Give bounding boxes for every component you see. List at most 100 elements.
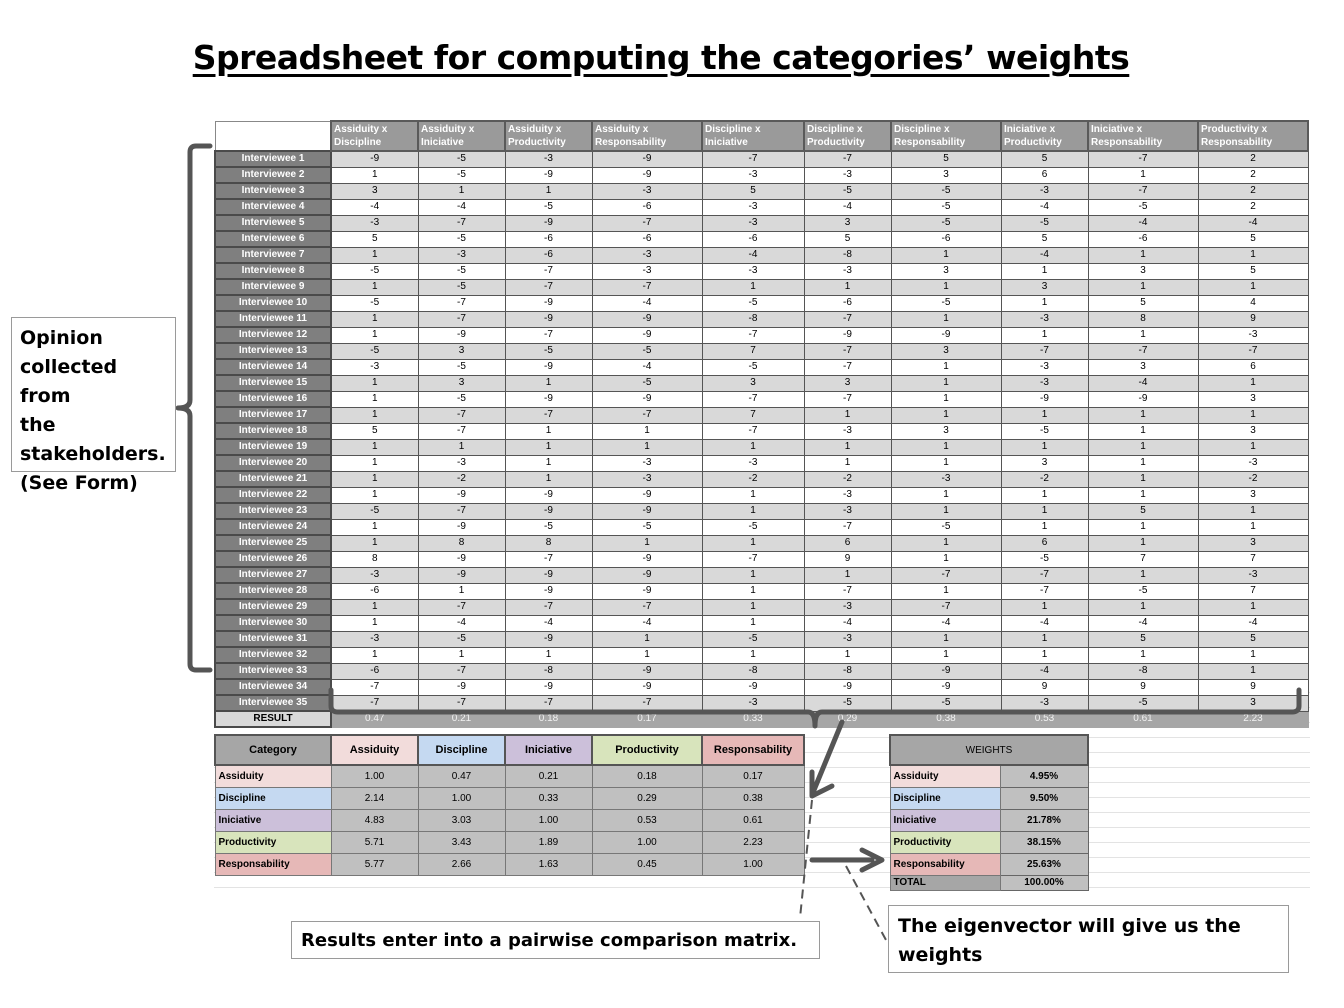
table-cell[interactable]: -7: [504, 694, 593, 712]
table-cell[interactable]: -7: [417, 214, 506, 232]
table-cell[interactable]: 1: [890, 278, 1002, 296]
table-cell[interactable]: 3: [330, 182, 419, 200]
table-cell[interactable]: 3: [1197, 534, 1309, 552]
table-cell[interactable]: 1: [330, 470, 419, 488]
table-cell[interactable]: -3: [1000, 694, 1089, 712]
table-cell[interactable]: 1: [890, 534, 1002, 552]
pairwise-cell[interactable]: 0.29: [591, 786, 703, 810]
table-cell[interactable]: -7: [330, 694, 419, 712]
table-cell[interactable]: -5: [504, 518, 593, 536]
table-cell[interactable]: -9: [417, 550, 506, 568]
table-cell[interactable]: -3: [701, 198, 805, 216]
table-cell[interactable]: -9: [890, 662, 1002, 680]
table-cell[interactable]: -4: [1087, 374, 1199, 392]
table-cell[interactable]: 1: [417, 646, 506, 664]
table-cell[interactable]: 7: [1197, 550, 1309, 568]
table-cell[interactable]: 1: [330, 166, 419, 184]
table-cell[interactable]: 1: [1087, 438, 1199, 456]
table-cell[interactable]: 1: [1087, 646, 1199, 664]
table-cell[interactable]: -9: [504, 166, 593, 184]
table-cell[interactable]: 1: [504, 438, 593, 456]
table-cell[interactable]: 1: [890, 438, 1002, 456]
table-cell[interactable]: -6: [1087, 230, 1199, 248]
table-cell[interactable]: -7: [417, 422, 506, 440]
table-cell[interactable]: 1: [1197, 278, 1309, 296]
table-cell[interactable]: 9: [803, 550, 892, 568]
table-cell[interactable]: 3: [890, 422, 1002, 440]
table-cell[interactable]: -8: [803, 662, 892, 680]
table-cell[interactable]: -7: [701, 422, 805, 440]
table-cell[interactable]: 1: [1197, 438, 1309, 456]
table-cell[interactable]: 1: [330, 614, 419, 632]
table-cell[interactable]: -5: [1087, 694, 1199, 712]
table-cell[interactable]: -7: [803, 358, 892, 376]
table-cell[interactable]: 3: [417, 374, 506, 392]
table-cell[interactable]: 1: [1000, 598, 1089, 616]
weights-value[interactable]: 25.63%: [999, 852, 1089, 876]
table-cell[interactable]: 5: [1197, 630, 1309, 648]
table-cell[interactable]: -7: [417, 694, 506, 712]
table-cell[interactable]: 1: [330, 534, 419, 552]
table-cell[interactable]: -4: [1000, 246, 1089, 264]
table-cell[interactable]: -5: [1000, 550, 1089, 568]
table-cell[interactable]: -7: [1197, 342, 1309, 360]
table-cell[interactable]: -9: [417, 486, 506, 504]
table-cell[interactable]: -3: [330, 630, 419, 648]
table-cell[interactable]: 1: [701, 566, 805, 584]
table-cell[interactable]: -5: [504, 198, 593, 216]
table-cell[interactable]: -7: [803, 150, 892, 168]
pairwise-cell[interactable]: 0.47: [417, 764, 506, 788]
table-cell[interactable]: 1: [591, 534, 703, 552]
pairwise-cell[interactable]: 1.63: [504, 852, 593, 876]
table-cell[interactable]: -3: [330, 358, 419, 376]
table-cell[interactable]: -5: [1000, 422, 1089, 440]
table-cell[interactable]: -9: [1087, 390, 1199, 408]
table-cell[interactable]: -3: [803, 502, 892, 520]
table-cell[interactable]: -3: [803, 422, 892, 440]
table-cell[interactable]: 1: [890, 454, 1002, 472]
table-cell[interactable]: -4: [1197, 214, 1309, 232]
table-cell[interactable]: -4: [1197, 614, 1309, 632]
table-cell[interactable]: -8: [803, 246, 892, 264]
table-cell[interactable]: -7: [1000, 342, 1089, 360]
table-cell[interactable]: -7: [1087, 342, 1199, 360]
pairwise-cell[interactable]: 1.00: [504, 808, 593, 832]
table-cell[interactable]: 7: [701, 406, 805, 424]
table-cell[interactable]: -5: [701, 294, 805, 312]
table-cell[interactable]: 1: [591, 630, 703, 648]
table-cell[interactable]: -8: [701, 662, 805, 680]
table-cell[interactable]: -7: [504, 598, 593, 616]
table-cell[interactable]: -7: [417, 662, 506, 680]
table-cell[interactable]: 3: [1197, 694, 1309, 712]
table-cell[interactable]: 3: [1087, 358, 1199, 376]
table-cell[interactable]: -8: [1087, 662, 1199, 680]
table-cell[interactable]: 3: [890, 342, 1002, 360]
pairwise-cell[interactable]: 1.00: [591, 830, 703, 854]
table-cell[interactable]: 1: [1000, 438, 1089, 456]
table-cell[interactable]: -3: [330, 214, 419, 232]
table-cell[interactable]: -7: [330, 678, 419, 696]
table-cell[interactable]: 1: [1197, 374, 1309, 392]
pairwise-cell[interactable]: 2.14: [330, 786, 419, 810]
table-cell[interactable]: -5: [890, 182, 1002, 200]
table-cell[interactable]: -5: [803, 694, 892, 712]
table-cell[interactable]: -7: [591, 278, 703, 296]
table-cell[interactable]: 6: [1197, 358, 1309, 376]
table-cell[interactable]: -3: [803, 262, 892, 280]
table-cell[interactable]: 5: [330, 422, 419, 440]
table-cell[interactable]: -9: [591, 550, 703, 568]
table-cell[interactable]: 1: [803, 406, 892, 424]
table-cell[interactable]: 1: [890, 502, 1002, 520]
table-cell[interactable]: 6: [803, 534, 892, 552]
pairwise-cell[interactable]: 5.71: [330, 830, 419, 854]
table-cell[interactable]: -4: [1000, 662, 1089, 680]
table-cell[interactable]: -9: [504, 390, 593, 408]
table-cell[interactable]: -5: [890, 694, 1002, 712]
table-cell[interactable]: 1: [1000, 326, 1089, 344]
table-cell[interactable]: -7: [504, 278, 593, 296]
weights-value[interactable]: 9.50%: [999, 786, 1089, 810]
table-cell[interactable]: -7: [701, 150, 805, 168]
table-cell[interactable]: -7: [890, 598, 1002, 616]
table-cell[interactable]: -7: [803, 390, 892, 408]
table-cell[interactable]: -3: [701, 214, 805, 232]
